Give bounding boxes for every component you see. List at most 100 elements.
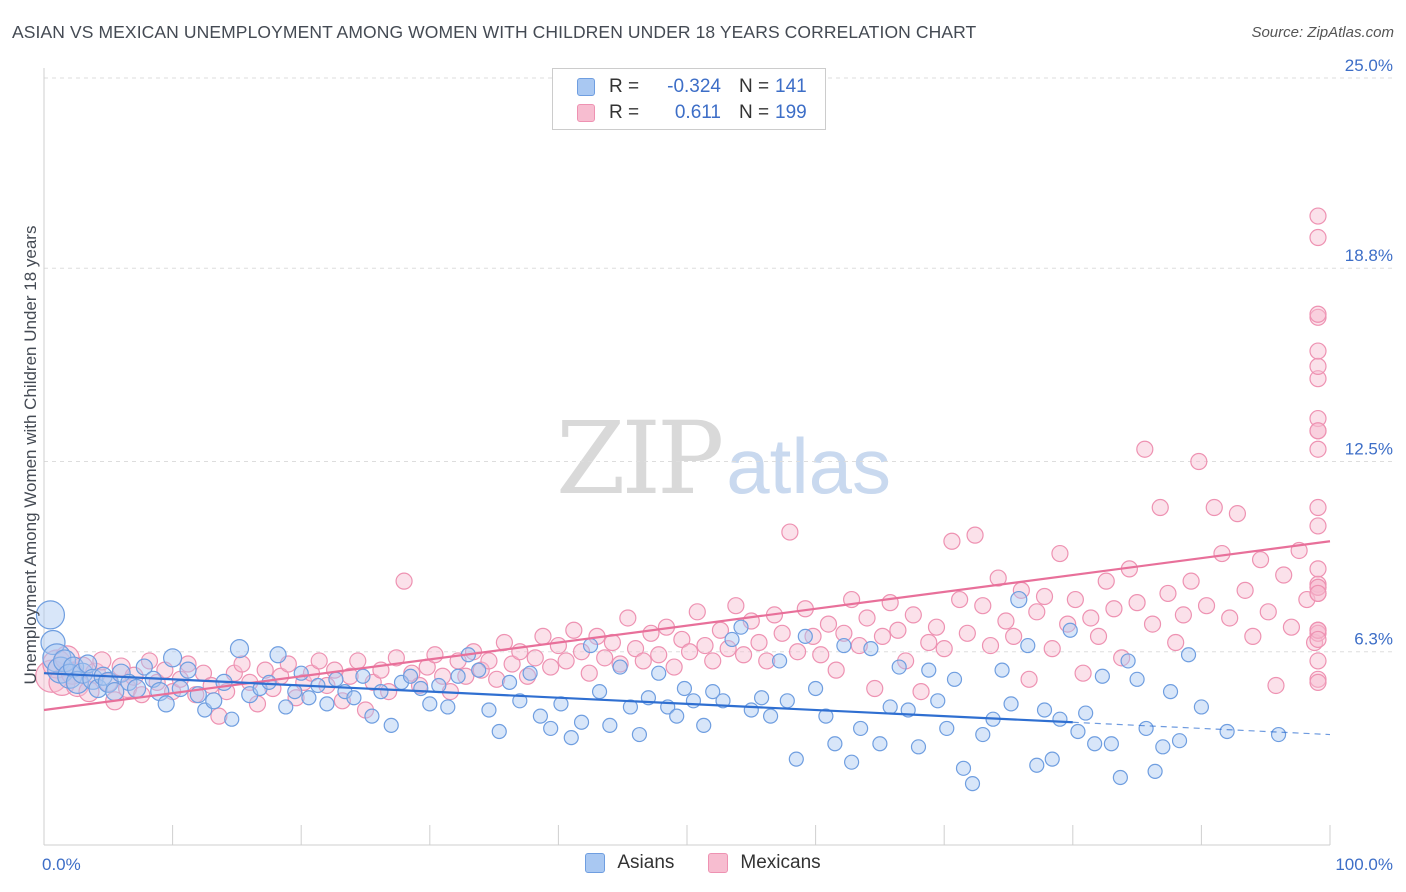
asians-point [431,677,447,694]
asians-point [669,708,685,724]
mexicans-point [1205,498,1223,517]
mexicans-point [1128,594,1146,612]
asians-point [602,717,618,733]
mexicans-point [1309,621,1327,639]
asians-point [930,693,946,709]
mexicans-point [488,670,506,688]
mexicans-point [1182,572,1200,590]
asians-point [501,674,518,690]
asians-point [491,723,507,740]
mexicans-point [1190,452,1208,471]
asians-point [229,639,250,659]
asians-point [224,711,240,727]
asians-point [939,720,955,737]
mexicans-point [920,633,938,652]
mexicans-point [1267,676,1285,695]
mexicans-point [565,621,583,639]
asians-point [882,699,898,715]
mexicans-point [179,655,197,673]
asians-point [383,717,399,733]
mexicans-point [974,597,992,615]
mexicans-point [333,692,351,710]
mexicans-point [310,652,328,670]
legend-item-asians[interactable]: Asians [585,852,674,874]
mexicans-point [1275,566,1293,584]
mexicans-point [927,618,946,636]
legend-r-value: -0.324 [667,76,721,97]
x-tick-label-max: 100.0% [1335,855,1393,874]
asians-point [779,693,795,709]
mexicans-point [611,655,629,673]
mexicans-point [1082,609,1100,627]
mexicans-point [781,523,799,541]
source-label: Source: ZipAtlas.com [1251,24,1394,41]
mexicans-point [619,609,637,627]
mexicans-point [287,689,305,707]
legend-r-label: R = [609,76,640,97]
mexicans-point [688,603,706,621]
mexicans-point [1244,627,1262,645]
mexicans-point [1309,630,1327,649]
asians-point [994,662,1010,678]
mexicans-point [642,624,660,642]
mexicans-swatch [577,104,595,122]
mexicans-point [858,609,876,627]
mexicans-point [827,661,845,679]
asians-point [724,631,740,648]
mexicans-point [1213,544,1231,563]
y-tick-labels: 6.3% 12.5% 18.8% 25.0% [1345,56,1393,649]
trend-lines [43,540,1331,736]
legend-item-mexicans[interactable]: Mexicans [708,852,821,874]
asians-point [863,641,879,657]
mexicans-point [680,643,699,661]
asians-point [921,662,937,678]
mexicans-point [210,707,228,725]
asians-point [1155,739,1171,755]
mexicans-point [1309,440,1327,458]
asians-point [543,720,559,737]
asians-point [818,708,834,724]
asians-point [853,720,869,737]
mexicans-point [526,649,544,667]
asians-point [346,690,362,706]
asians-point [373,683,389,700]
legend-n-value: 141 [775,76,807,97]
asians-point [612,659,628,675]
mexicans-point [981,636,1000,655]
mexicans-point [1309,409,1327,428]
mexicans-point [503,655,521,673]
asians-point [1147,763,1163,779]
legend-r-value: 0.611 [674,102,721,123]
asians-point [1070,723,1086,740]
mexicans-point [349,652,367,670]
mexicans-point [835,624,853,642]
legend-row-mexicans: R = 0.611 N = 199 [577,101,807,125]
mexicans-point [542,658,560,676]
asians-point [891,659,907,675]
mexicans-point [1089,627,1108,645]
mexicans-point [1151,498,1169,517]
asians-point [1162,683,1179,700]
mexicans-point [665,658,683,676]
mexicans-point [866,679,884,698]
asians-point [413,680,429,697]
mexicans-point [989,569,1007,587]
mexicans-point [380,682,398,701]
asians-point [743,702,759,718]
asians-point [1180,647,1197,663]
mexicans-point [943,532,961,550]
asians-point [591,683,608,700]
mexicans-point [1136,440,1154,458]
mexicans-trend-line [43,540,1331,712]
asians-point [179,661,197,679]
asians-point [1094,668,1110,684]
mexicans-point [1309,578,1327,596]
mexicans-point [634,652,652,670]
mexicans-point [572,643,591,661]
mexicans-point [1174,606,1192,624]
mexicans-point [819,615,838,633]
mexicans-point [1167,633,1185,652]
asians-point [788,751,804,767]
mexicans-point [1251,551,1270,569]
